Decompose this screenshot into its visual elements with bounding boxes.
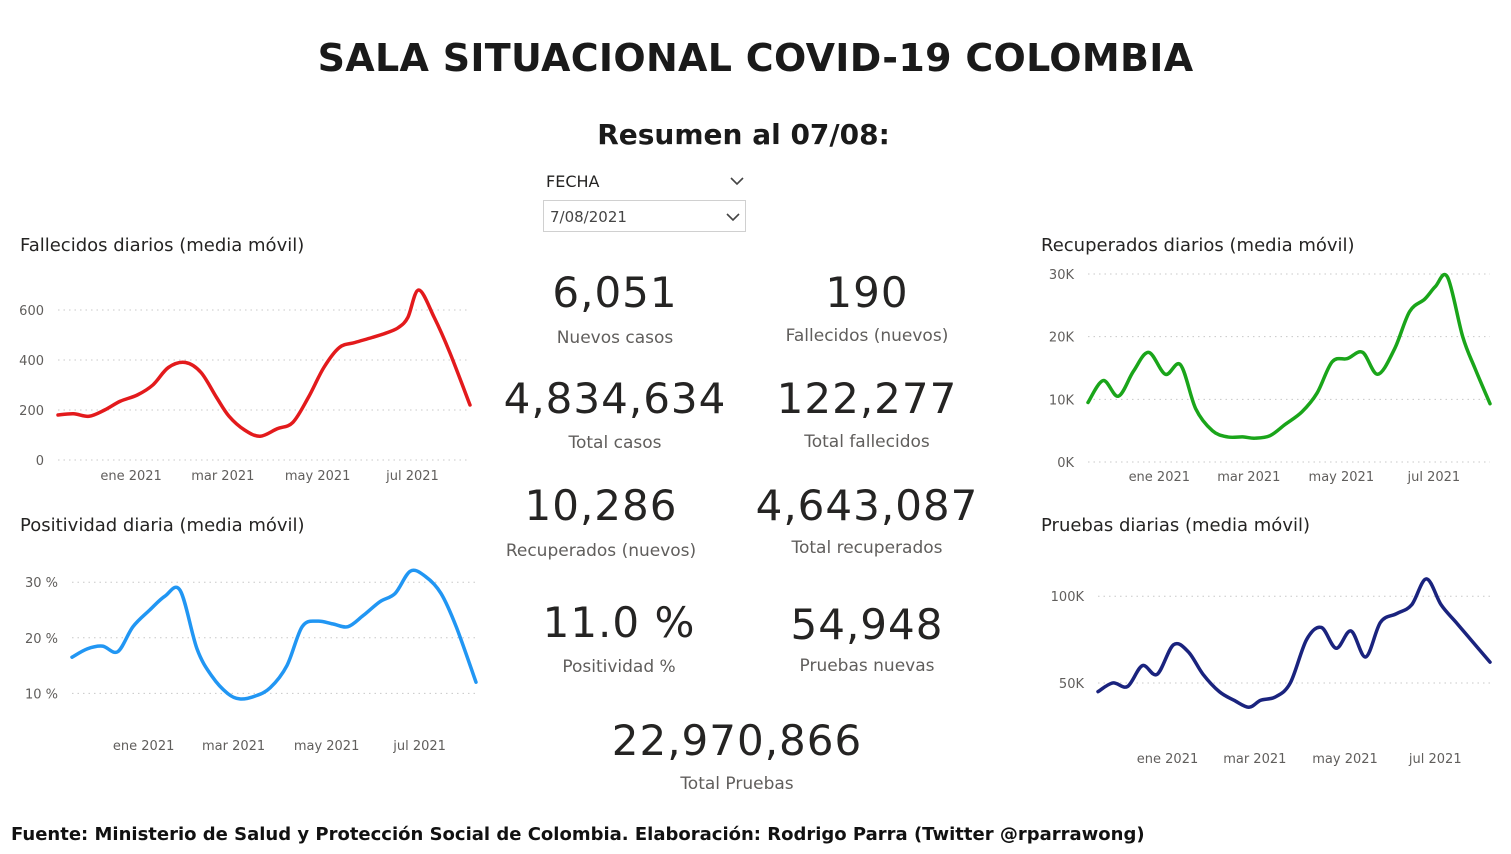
series-line-positividad bbox=[70, 568, 478, 701]
chart-recuperados: 0K 10K 20K 30K ene 2021 mar 2021 may 2021 jul 2… bbox=[1049, 268, 1492, 485]
kpi-total-pruebas-value: 22,970,866 bbox=[611, 716, 863, 765]
x-tick-label: ene 2021 bbox=[1129, 470, 1190, 485]
y-tick-label: 10K bbox=[1049, 393, 1075, 408]
page-title: SALA SITUACIONAL COVID-19 COLOMBIA bbox=[317, 36, 1194, 80]
x-tick-label: jul 2021 bbox=[1408, 752, 1462, 767]
y-tick-label: 200 bbox=[19, 404, 44, 419]
x-tick-label: may 2021 bbox=[1309, 470, 1375, 485]
kpi-total-casos-value: 4,834,634 bbox=[503, 374, 727, 423]
chart-fallecidos: 0 200 400 600 ene 2021 mar 2021 may 2021 jul 20… bbox=[19, 288, 472, 484]
x-tick-label: jul 2021 bbox=[1407, 470, 1461, 485]
kpi-total-fallecidos-value: 122,277 bbox=[776, 374, 958, 423]
x-tick-label: may 2021 bbox=[285, 469, 351, 484]
series-line-recuperados bbox=[1086, 272, 1492, 440]
y-tick-label: 20 % bbox=[25, 632, 58, 647]
series-line-fallecidos bbox=[56, 288, 472, 438]
kpi-pruebas-nuevas-label: Pruebas nuevas bbox=[799, 656, 935, 676]
kpi-nuevos-casos-value: 6,051 bbox=[552, 268, 678, 317]
chart-positividad: 10 % 20 % 30 % ene 2021 mar 2021 may 2021 jul … bbox=[25, 568, 478, 754]
chart-title-recuperados: Recuperados diarios (media móvil) bbox=[1041, 235, 1355, 256]
series-line-pruebas bbox=[1096, 577, 1492, 709]
kpi-nuevos-casos-label: Nuevos casos bbox=[556, 328, 674, 348]
kpi-total-pruebas-label: Total Pruebas bbox=[680, 774, 794, 794]
chart-pruebas: 50K 100K ene 2021 mar 2021 may 2021 jul 2021 bbox=[1051, 577, 1492, 767]
kpi-total-recuperados-label: Total recuperados bbox=[791, 538, 943, 558]
x-tick-label: mar 2021 bbox=[1217, 470, 1280, 485]
chevron-down-icon[interactable] bbox=[724, 208, 742, 226]
x-tick-label: mar 2021 bbox=[191, 469, 254, 484]
kpi-total-fallecidos-label: Total fallecidos bbox=[804, 432, 930, 452]
x-tick-label: ene 2021 bbox=[113, 739, 174, 754]
y-tick-label: 50K bbox=[1059, 677, 1085, 692]
y-tick-label: 30K bbox=[1049, 268, 1075, 283]
kpi-fallecidos-nuevos-value: 190 bbox=[825, 268, 909, 317]
date-slicer-label: FECHA bbox=[546, 172, 600, 191]
x-tick-label: ene 2021 bbox=[1137, 752, 1198, 767]
kpi-pruebas-nuevas-value: 54,948 bbox=[790, 600, 944, 649]
x-tick-label: may 2021 bbox=[1312, 752, 1378, 767]
y-tick-label: 0 bbox=[36, 454, 44, 469]
summary-subtitle: Resumen al 07/08: bbox=[597, 118, 890, 151]
x-tick-label: ene 2021 bbox=[100, 469, 161, 484]
kpi-total-recuperados-value: 4,643,087 bbox=[755, 481, 979, 530]
source-footer: Fuente: Ministerio de Salud y Protección… bbox=[11, 824, 1145, 845]
y-tick-label: 100K bbox=[1051, 590, 1085, 605]
y-tick-label: 400 bbox=[19, 354, 44, 369]
date-slicer-value: 7/08/2021 bbox=[550, 208, 627, 226]
chevron-down-icon[interactable] bbox=[728, 172, 746, 190]
kpi-positividad-value: 11.0 % bbox=[542, 598, 696, 647]
y-tick-label: 0K bbox=[1057, 456, 1074, 471]
y-tick-label: 10 % bbox=[25, 687, 58, 702]
x-tick-label: mar 2021 bbox=[1223, 752, 1286, 767]
kpi-recuperados-nuevos-label: Recuperados (nuevos) bbox=[505, 541, 697, 561]
kpi-total-casos-label: Total casos bbox=[568, 433, 662, 453]
y-tick-label: 30 % bbox=[25, 576, 58, 591]
x-tick-label: jul 2021 bbox=[385, 469, 439, 484]
y-tick-label: 20K bbox=[1049, 331, 1075, 346]
x-tick-label: mar 2021 bbox=[202, 739, 265, 754]
chart-title-fallecidos: Fallecidos diarios (media móvil) bbox=[20, 235, 305, 256]
chart-title-pruebas: Pruebas diarias (media móvil) bbox=[1041, 515, 1310, 536]
x-tick-label: may 2021 bbox=[294, 739, 360, 754]
x-tick-label: jul 2021 bbox=[392, 739, 446, 754]
kpi-positividad-label: Positividad % bbox=[562, 657, 676, 677]
kpi-recuperados-nuevos-value: 10,286 bbox=[524, 481, 678, 530]
chart-title-positividad: Positividad diaria (media móvil) bbox=[20, 515, 305, 536]
y-tick-label: 600 bbox=[19, 304, 44, 319]
kpi-fallecidos-nuevos-label: Fallecidos (nuevos) bbox=[785, 326, 949, 346]
date-slicer-dropdown[interactable] bbox=[543, 200, 746, 232]
